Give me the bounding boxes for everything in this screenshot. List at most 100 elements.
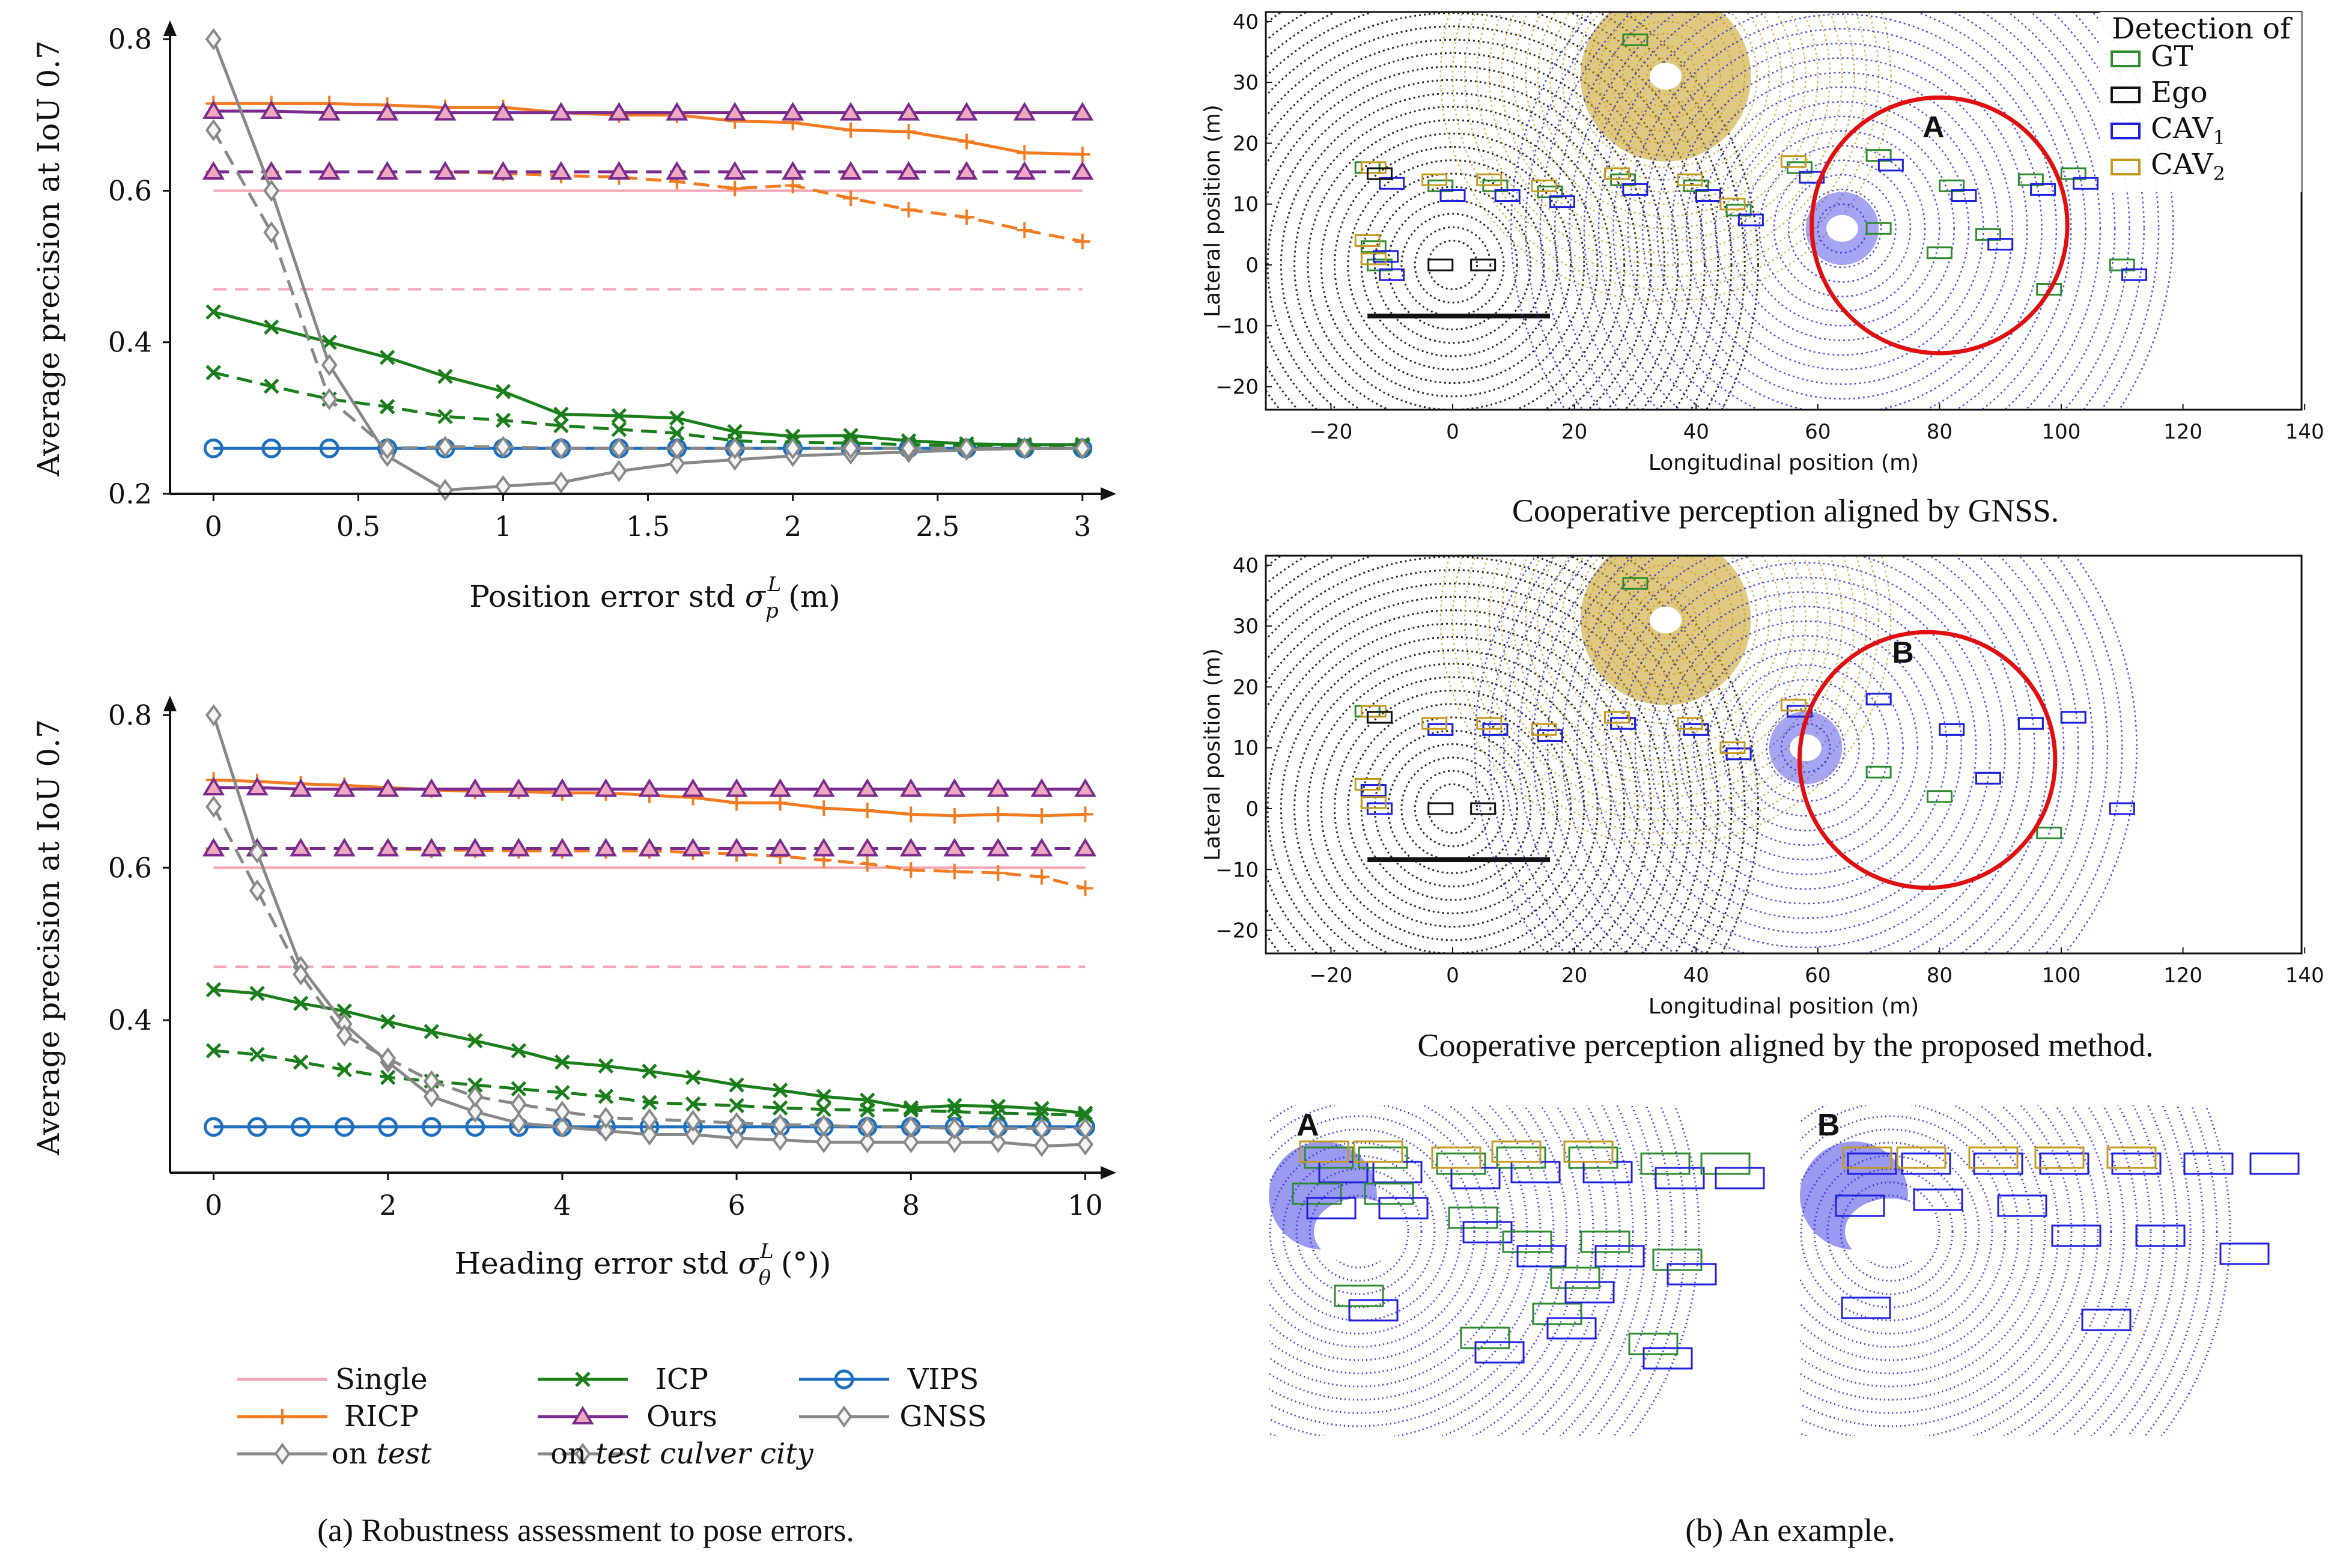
lidar-ring — [1269, 1105, 1502, 1375]
x-tick-label: −20 — [1310, 964, 1353, 988]
y-tick-label: 0.4 — [108, 1004, 152, 1036]
data-point-ours-culver — [943, 837, 966, 857]
lidar-ring — [1780, 722, 1831, 773]
lidar-ring — [1513, 556, 1819, 773]
lidar-ring — [1266, 65, 1652, 410]
lidar-ring — [1439, 556, 1892, 846]
legend-label: on test culver city — [550, 1437, 813, 1471]
y-tick-label: 10 — [1233, 737, 1259, 761]
data-point-gnss-culver — [510, 1093, 527, 1116]
legend-marker — [275, 1409, 290, 1424]
cav1-box — [2030, 183, 2056, 196]
y-tick-label: −10 — [1215, 858, 1259, 882]
gt-box — [1841, 1296, 1891, 1319]
lidar-ring — [1573, 12, 1758, 169]
data-point-icp-test — [321, 334, 337, 350]
data-point-ours-test — [607, 102, 630, 121]
data-point-gnss-culver — [467, 1085, 484, 1108]
data-point-ours-test — [290, 778, 312, 797]
data-point-ours-culver — [507, 837, 530, 857]
data-point-ricp-test — [1017, 145, 1033, 161]
data-point-ours-culver — [420, 837, 443, 857]
data-point-icp-culver — [611, 422, 627, 437]
series-line-icp-test — [213, 310, 1083, 446]
x-tick-label: 80 — [1927, 964, 1953, 988]
lidar-ring — [1649, 591, 1963, 905]
data-point-gnss-test — [669, 452, 685, 475]
data-point-ours-culver — [594, 837, 617, 857]
lidar-ring — [1360, 716, 1545, 901]
gt-box — [1865, 693, 1892, 706]
legend-marker — [574, 1442, 591, 1465]
data-point-gnss-culver — [958, 437, 975, 460]
data-point-vips-test — [247, 1117, 267, 1137]
data-point-icp-culver — [293, 1054, 309, 1070]
cav1-box — [1546, 1317, 1597, 1340]
lidar-ring — [1266, 79, 1639, 410]
y-tick-label: 0 — [1245, 254, 1259, 278]
data-point-ours-test — [318, 102, 341, 121]
cav2-box — [1719, 198, 1746, 211]
cav2-box — [1563, 1140, 1614, 1163]
data-point-ours-test — [1030, 778, 1053, 797]
lidar-ring — [1266, 556, 1759, 953]
data-point-icp-culver — [947, 1104, 962, 1120]
data-point-ricp-test — [816, 800, 832, 816]
data-point-ours-culver — [333, 837, 356, 857]
data-point-ours-test — [202, 100, 225, 120]
gt-box — [1460, 1326, 1510, 1349]
lidar-ring — [1573, 556, 1758, 713]
cav1-box — [2051, 1224, 2102, 1247]
series-line-gnss-culver — [212, 129, 1083, 450]
cav2-box — [1431, 1146, 1482, 1169]
lidar-ring — [1293, 106, 1612, 410]
cav1-box — [1474, 1341, 1525, 1364]
cav1-box — [2219, 1242, 2270, 1265]
chart-position-error-ylabel: Average precision at IoU 0.7 — [31, 40, 66, 477]
data-point-gnss-culver — [597, 1107, 614, 1129]
bev-ylabel: Lateral position (m) — [1200, 105, 1225, 317]
data-point-gnss-culver — [336, 1024, 353, 1047]
data-point-icp-test — [685, 1069, 701, 1086]
y-tick-label: 10 — [1233, 193, 1259, 217]
data-point-gnss-culver — [610, 437, 627, 460]
ego-hole — [1650, 62, 1682, 90]
gt-box — [1926, 246, 1953, 260]
lidar-ring — [1333, 689, 1572, 928]
lidar-ring — [1269, 1115, 1475, 1348]
data-point-icp-test — [669, 410, 685, 426]
bev-ylabel: Lateral position (m) — [1200, 648, 1225, 861]
legend-label-dataset: test culver city — [595, 1437, 813, 1471]
data-point-ours-test — [943, 778, 966, 797]
cav1-box — [1939, 723, 1965, 736]
data-point-ours-culver — [551, 837, 574, 857]
data-point-ricp-culver — [901, 202, 917, 218]
data-point-gnss-culver — [293, 963, 309, 986]
data-point-gnss-test — [728, 1127, 745, 1150]
caption-b: (b) An example. — [1685, 1512, 1895, 1548]
data-point-ours-test — [638, 778, 661, 797]
data-point-icp-culver — [669, 425, 685, 441]
data-point-ours-culver — [290, 837, 312, 857]
data-point-gnss-culver — [321, 387, 338, 410]
data-point-icp-test — [336, 1003, 352, 1019]
cav1-box — [1877, 159, 1904, 172]
cav2-box — [2106, 1146, 2157, 1169]
bev-plot-frame — [1265, 11, 2303, 411]
data-point-ours-test — [955, 102, 978, 121]
gt-box — [1652, 1248, 1703, 1271]
cav1-box — [1841, 1296, 1891, 1319]
x-tick-label: 100 — [2042, 420, 2081, 444]
data-point-gnss-test — [1033, 1135, 1050, 1157]
data-point-ours-test — [550, 102, 573, 121]
data-point-icp-test — [205, 304, 222, 320]
gt-box — [1865, 765, 1892, 779]
data-point-gnss-test — [249, 841, 266, 864]
legend-marker — [274, 1442, 291, 1465]
data-point-gnss-test — [989, 1131, 1006, 1153]
y-tick-label: 0.8 — [108, 699, 152, 731]
lidar-ring — [1266, 556, 1746, 953]
lidar-ring — [1561, 556, 2050, 953]
lidar-ring — [2090, 1105, 2178, 1436]
